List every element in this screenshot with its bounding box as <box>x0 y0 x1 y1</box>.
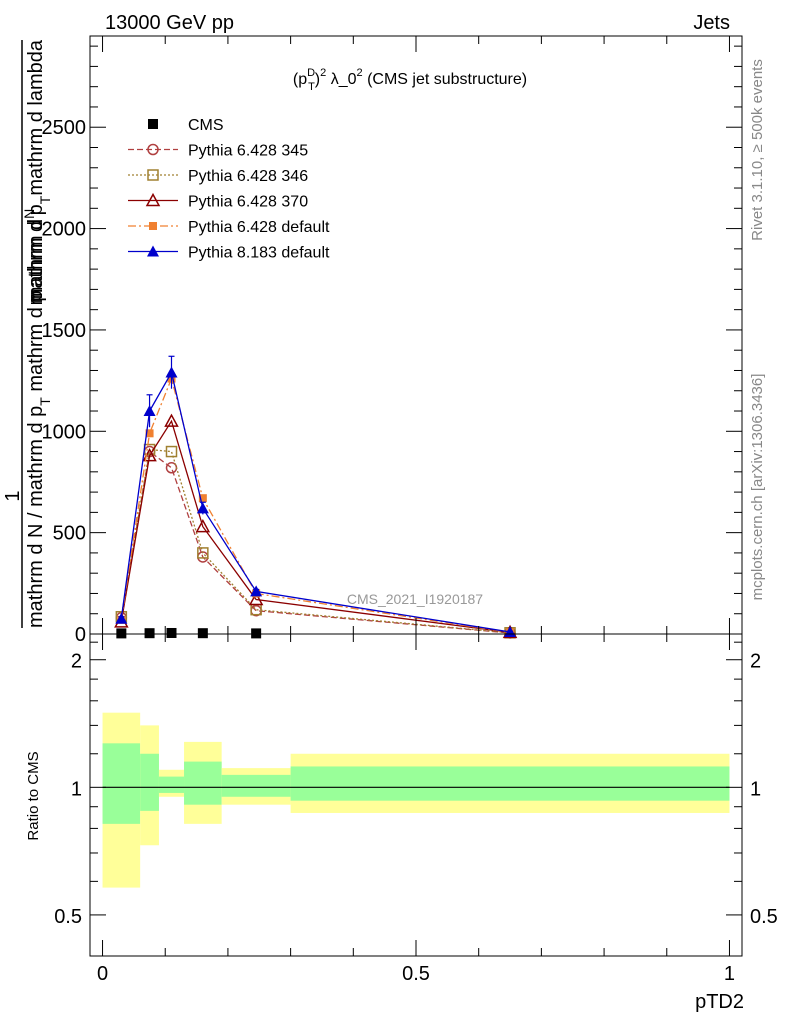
x-tick-label: 1 <box>724 963 735 985</box>
legend-label: Pythia 6.428 default <box>188 219 330 236</box>
ratio-ylabel: Ratio to CMS <box>25 751 42 840</box>
data-point <box>198 628 208 638</box>
legend-label: Pythia 6.428 370 <box>188 194 308 211</box>
y-tick-label: 500 <box>53 523 86 545</box>
inner-band <box>140 754 159 811</box>
ratio-y-tick-label-right: 2 <box>750 651 761 673</box>
inner-band <box>159 777 184 793</box>
data-point <box>145 628 155 638</box>
series-2 <box>116 445 515 638</box>
upper-ylabel: 1 mathrm dN mathrm d pTmathrm d lambda m… <box>2 39 53 628</box>
legend-entry-1: Pythia 6.428 345 <box>128 143 308 160</box>
title-suffix: (CMS jet substructure) <box>363 71 527 88</box>
y-tick-label: 2500 <box>42 117 87 139</box>
ratio-y-tick-label-right: 0.5 <box>750 906 778 928</box>
x-tick-label: 0 <box>97 963 108 985</box>
ylabel-top-den-rest: mathrm d lambda <box>25 39 47 195</box>
series-0 <box>116 628 261 638</box>
legend: CMS Pythia 6.428 345 Pythia 6.428 346 Pythi… <box>128 117 330 262</box>
legend-label: Pythia 8.183 default <box>188 245 330 262</box>
ratio-bands <box>103 713 730 888</box>
data-point <box>251 628 261 638</box>
data-point <box>167 628 177 638</box>
legend-label: Pythia 6.428 346 <box>188 168 308 185</box>
ylabel-bottom-rest: mathrm d p <box>25 290 47 397</box>
legend-entry-2: Pythia 6.428 346 <box>128 168 308 185</box>
legend-entry-0: CMS <box>148 117 224 134</box>
legend-entry-4: Pythia 6.428 default <box>128 219 330 236</box>
legend-entry-3: Pythia 6.428 370 <box>128 194 308 211</box>
inner-band <box>103 743 141 824</box>
y-tick-label: 0 <box>75 624 86 646</box>
data-point <box>197 502 209 513</box>
ratio-y-tick-label-right: 1 <box>750 778 761 800</box>
legend-marker <box>148 119 158 129</box>
ylabel-top-den-main: mathrm d p <box>25 204 47 305</box>
title-open: (p <box>293 71 307 88</box>
header-right-label: Jets <box>693 12 730 34</box>
ratio-y-tick-label: 1 <box>71 778 82 800</box>
plot-canvas: 13000 GeV pp Jets Rivet 3.1.10, ≥ 500k e… <box>0 0 786 1024</box>
xlabel: pTD2 <box>695 991 744 1013</box>
y-tick-label: 1000 <box>42 421 87 443</box>
inner-band <box>222 775 291 797</box>
legend-label: Pythia 6.428 345 <box>188 143 308 160</box>
ratio-y-tick-label: 0.5 <box>54 906 82 928</box>
series-1 <box>116 447 515 638</box>
legend-marker <box>149 222 157 230</box>
data-point <box>250 585 262 596</box>
plot-stage: 13000 GeV pp Jets Rivet 3.1.10, ≥ 500k e… <box>0 0 786 1024</box>
y-tick-label: 2000 <box>42 219 87 241</box>
ylabel-bottom-main: mathrm d N / mathrm d p <box>25 406 47 628</box>
data-point <box>144 405 156 416</box>
upper-panel-frame: 0 500 1000 1500 2000 2500 <box>42 36 743 646</box>
ylabel-top-den: mathrm d pTmathrm d lambda <box>25 39 53 305</box>
data-point <box>166 367 178 378</box>
ylabel-one: 1 <box>2 490 24 501</box>
title-lambda: λ_0 <box>326 71 356 88</box>
legend-label: CMS <box>188 117 224 134</box>
inner-band <box>184 762 222 805</box>
mcplots-label: mcplots.cern.ch [arXiv:1306.3436] <box>749 374 766 601</box>
ratio-y-tick-label: 2 <box>71 651 82 673</box>
x-tick-label: 0.5 <box>402 963 430 985</box>
legend-entry-5: Pythia 8.183 default <box>128 245 330 262</box>
header-left-label: 13000 GeV pp <box>105 12 234 34</box>
y-tick-label: 1500 <box>42 320 87 342</box>
inner-band <box>291 766 730 800</box>
analysis-watermark: CMS_2021_I1920187 <box>347 591 483 607</box>
chart-title: (pD T)2 λ_02 (CMS jet substructure) <box>293 67 527 93</box>
rivet-label: Rivet 3.1.10, ≥ 500k events <box>749 59 766 241</box>
data-point <box>116 628 126 638</box>
